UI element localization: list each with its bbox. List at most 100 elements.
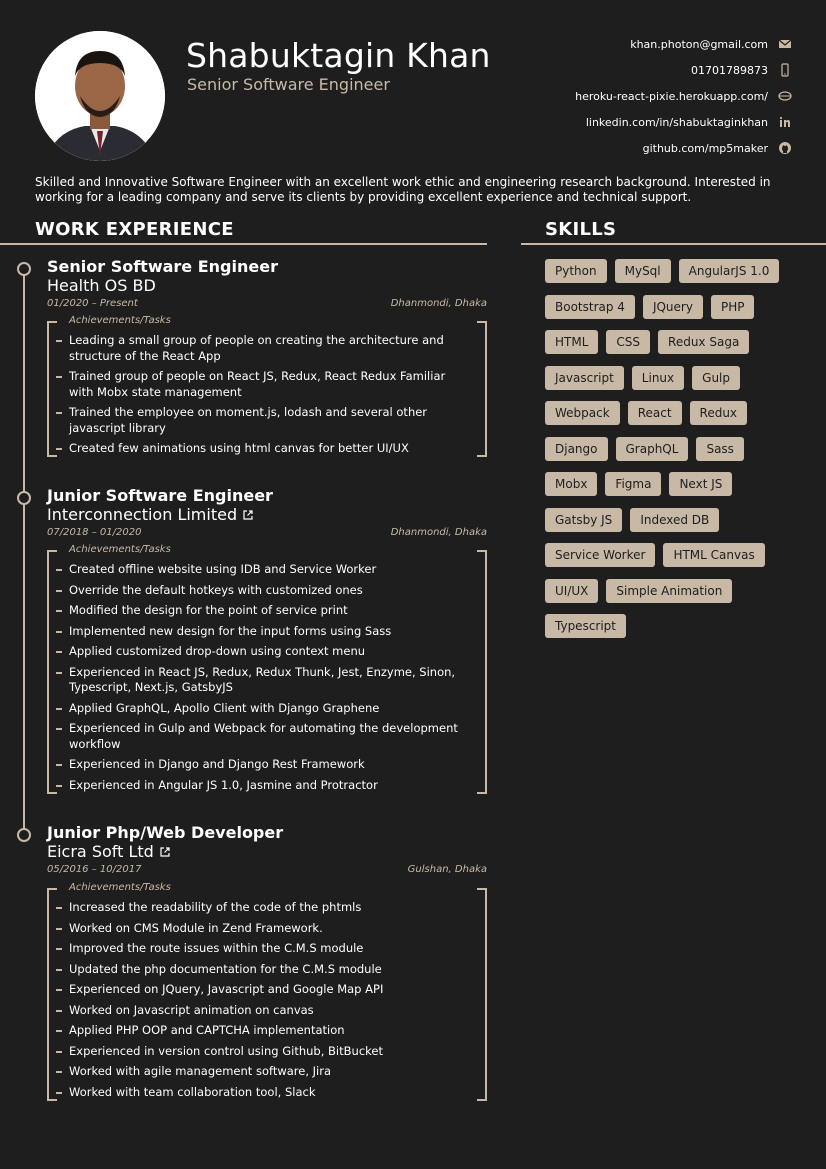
skill-tag: Python: [545, 259, 607, 283]
skills-heading: SKILLS: [545, 219, 617, 240]
job-title: Junior Software Engineer: [47, 486, 273, 505]
contact-github[interactable]: github.com/mp5maker: [462, 135, 792, 161]
task-item: Experienced in Angular JS 1.0, Jasmine a…: [56, 778, 473, 794]
company-name: Health OS BD: [47, 276, 156, 295]
skill-row: Mobx Figma Next JS: [545, 472, 795, 508]
globe-icon: [778, 89, 792, 103]
task-item: Created few animations using html canvas…: [56, 441, 473, 457]
profile-photo: [35, 31, 165, 161]
skill-tag: MySql: [614, 259, 671, 283]
contact-linkedin-text[interactable]: linkedin.com/in/shabuktaginkhan: [585, 115, 768, 129]
task-item: Leading a small group of people on creat…: [56, 333, 473, 364]
person-role: Senior Software Engineer: [187, 75, 390, 94]
task-item: Experienced on JQuery, Javascript and Go…: [56, 982, 473, 998]
contact-phone[interactable]: 01701789873: [462, 57, 792, 83]
company-name: Eicra Soft Ltd: [47, 842, 154, 861]
job-company: Eicra Soft Ltd: [47, 842, 171, 861]
contact-website[interactable]: heroku-react-pixie.herokuapp.com/: [462, 83, 792, 109]
profile-summary: Skilled and Innovative Software Engineer…: [35, 175, 771, 204]
contact-website-text[interactable]: heroku-react-pixie.herokuapp.com/: [575, 89, 768, 103]
task-item: Worked with team collaboration tool, Sla…: [56, 1085, 473, 1101]
skill-tag: Webpack: [545, 401, 620, 425]
contact-email[interactable]: khan.photon@gmail.com: [462, 31, 792, 57]
github-icon: [778, 141, 792, 155]
skill-tag: Linux: [631, 365, 685, 390]
contact-email-text[interactable]: khan.photon@gmail.com: [630, 37, 768, 51]
work-experience-divider: [0, 243, 487, 245]
skill-row: Bootstrap 4 JQuery PHP: [545, 294, 795, 331]
task-item: Improved the route issues within the C.M…: [56, 941, 473, 957]
job-location: Dhanmondi, Dhaka: [390, 298, 487, 309]
job-company: Health OS BD: [47, 276, 156, 295]
job-dates: 07/2018 – 01/2020: [47, 527, 142, 538]
task-item: Modified the design for the point of ser…: [56, 603, 473, 619]
contact-phone-text[interactable]: 01701789873: [691, 63, 768, 77]
skill-tag: PHP: [710, 294, 755, 319]
task-item: Override the default hotkeys with custom…: [56, 583, 473, 599]
task-item: Applied GraphQL, Apollo Client with Djan…: [56, 701, 473, 717]
skill-tag: Javascript: [545, 365, 624, 390]
external-link-icon[interactable]: [159, 846, 171, 858]
skill-tag: Gatsby JS: [545, 507, 623, 532]
skill-row: Webpack React Redux: [545, 401, 795, 437]
task-item: Applied customized drop-down using conte…: [56, 644, 473, 660]
task-list: Leading a small group of people on creat…: [49, 321, 485, 466]
skill-tag: Django: [545, 436, 608, 461]
task-list: Increased the readability of the code of…: [49, 888, 485, 1109]
skill-tag: Gulp: [692, 365, 740, 390]
skill-row: Gatsby JS Indexed DB: [545, 507, 795, 544]
external-link-icon[interactable]: [242, 509, 254, 521]
task-item: Trained group of people on React JS, Red…: [56, 369, 473, 400]
skill-tag: Next JS: [669, 472, 733, 496]
tasks-label: Achievements/Tasks: [69, 882, 171, 893]
skill-tag: UI/UX: [545, 578, 599, 603]
skill-row: Service Worker HTML Canvas: [545, 543, 795, 579]
tasks-box: Achievements/Tasks Created offline websi…: [47, 544, 487, 794]
skill-tag: React: [627, 401, 682, 425]
task-item: Experienced in Django and Django Rest Fr…: [56, 757, 473, 773]
work-experience-heading: WORK EXPERIENCE: [35, 219, 234, 240]
task-item: Applied PHP OOP and CAPTCHA implementati…: [56, 1023, 473, 1039]
task-item: Implemented new design for the input for…: [56, 624, 473, 640]
timeline-dot: [17, 262, 31, 276]
task-item: Increased the readability of the code of…: [56, 900, 473, 916]
skill-tag: Simple Animation: [606, 578, 733, 603]
contact-linkedin[interactable]: linkedin.com/in/shabuktaginkhan: [462, 109, 792, 135]
task-item: Worked with agile management software, J…: [56, 1064, 473, 1080]
skill-tag: GraphQL: [615, 436, 689, 461]
job-title: Junior Php/Web Developer: [47, 823, 284, 842]
timeline-dot: [17, 828, 31, 842]
contact-list: khan.photon@gmail.com 01701789873 heroku…: [462, 31, 792, 161]
skill-tag: JQuery: [642, 294, 703, 319]
task-item: Worked on CMS Module in Zend Framework.: [56, 921, 473, 937]
tasks-label: Achievements/Tasks: [69, 544, 171, 555]
skill-tag: Redux Saga: [658, 330, 750, 354]
tasks-box: Achievements/Tasks Increased the readabi…: [47, 882, 487, 1101]
task-list: Created offline website using IDB and Se…: [49, 550, 485, 802]
skill-tag: Typescript: [545, 614, 627, 638]
skill-row: UI/UX Simple Animation: [545, 578, 795, 615]
envelope-icon: [778, 37, 792, 51]
task-item: Experienced in React JS, Redux, Redux Th…: [56, 665, 473, 696]
contact-github-text[interactable]: github.com/mp5maker: [642, 141, 768, 155]
task-item: Worked on Javascript animation on canvas: [56, 1003, 473, 1019]
skills-list: Python MySql AngularJS 1.0 Bootstrap 4 J…: [545, 259, 795, 650]
skill-tag: Service Worker: [545, 543, 656, 567]
tasks-box: Achievements/Tasks Leading a small group…: [47, 315, 487, 457]
job-dates: 05/2016 – 10/2017: [47, 864, 142, 875]
skill-row: Javascript Linux Gulp: [545, 365, 795, 402]
skill-tag: Mobx: [545, 472, 598, 496]
task-item: Experienced in Gulp and Webpack for auto…: [56, 721, 473, 752]
person-portrait-icon: [35, 31, 165, 161]
skill-tag: Figma: [605, 472, 662, 496]
timeline-dot: [17, 491, 31, 505]
skill-tag: Indexed DB: [630, 507, 720, 532]
person-name: Shabuktagin Khan: [186, 36, 491, 75]
company-name: Interconnection Limited: [47, 505, 238, 524]
task-item: Experienced in version control using Git…: [56, 1044, 473, 1060]
skill-tag: HTML Canvas: [663, 543, 765, 567]
task-item: Created offline website using IDB and Se…: [56, 562, 473, 578]
skill-tag: HTML: [545, 330, 599, 354]
skill-row: Django GraphQL Sass: [545, 436, 795, 473]
timeline-line: [23, 266, 25, 832]
